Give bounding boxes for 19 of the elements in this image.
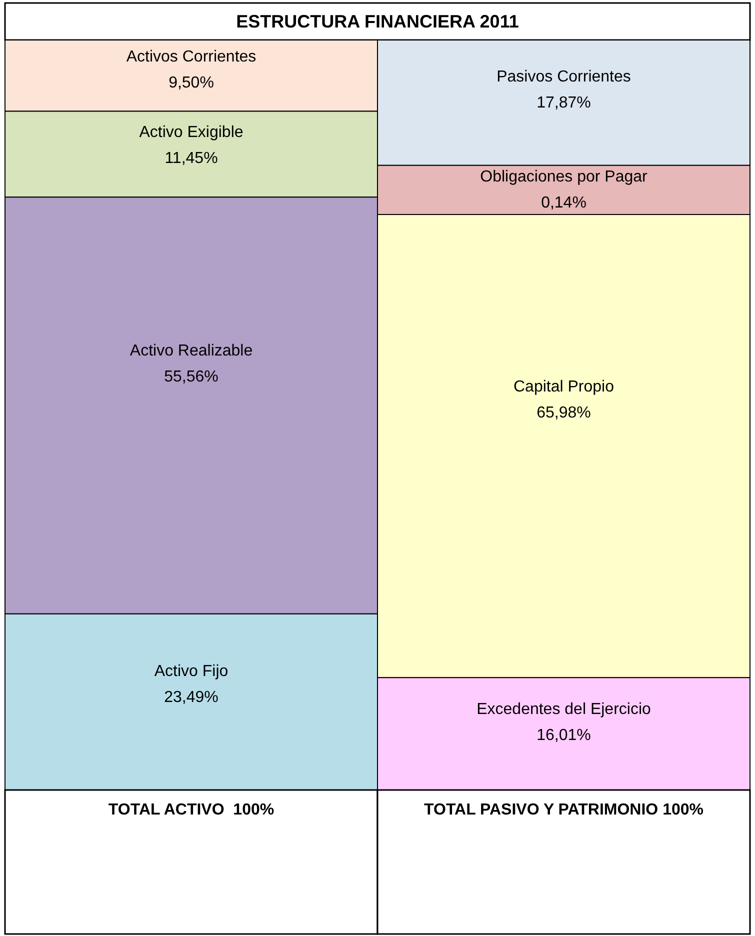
category-label: TOTAL PASIVO Y PATRIMONIO 100% <box>424 802 704 818</box>
data-label: 65,98% <box>536 404 591 422</box>
data-label: 11,45% <box>164 150 218 168</box>
series-label: Pasivos Corrientes <box>496 68 631 86</box>
category-label: TOTAL ACTIVO 100% <box>108 802 274 818</box>
series-label: Activos Corrientes <box>126 48 256 66</box>
series-label: Activo Fijo <box>154 662 228 680</box>
data-label: 0,14% <box>541 194 586 212</box>
data-label: 55,56% <box>164 368 218 386</box>
series-label: Capital Propio <box>514 378 614 396</box>
series-label: Obligaciones por Pagar <box>480 168 648 186</box>
data-label: 9,50% <box>168 74 214 92</box>
data-label: 16,01% <box>536 727 591 744</box>
data-label: 17,87% <box>536 94 591 112</box>
data-label: 23,49% <box>164 688 218 706</box>
series-label: Activo Exigible <box>139 124 244 142</box>
series-label: Activo Realizable <box>130 342 253 360</box>
series-label: Excedentes del Ejercicio <box>476 701 652 718</box>
text: ESTRUCTURA FINANCIERA 2011 <box>236 12 519 32</box>
